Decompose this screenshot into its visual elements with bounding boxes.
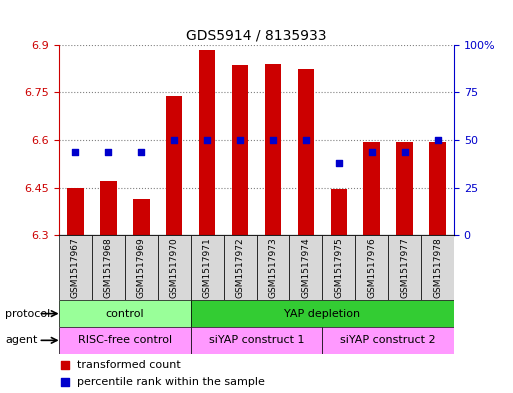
Point xyxy=(236,137,244,143)
Bar xyxy=(59,235,92,300)
Text: GSM1517977: GSM1517977 xyxy=(400,237,409,298)
Text: transformed count: transformed count xyxy=(77,360,181,370)
Text: RISC-free control: RISC-free control xyxy=(78,335,172,345)
Point xyxy=(269,137,277,143)
Bar xyxy=(364,142,380,235)
Title: GDS5914 / 8135933: GDS5914 / 8135933 xyxy=(186,28,327,42)
Point xyxy=(104,149,112,155)
Bar xyxy=(355,235,388,300)
Text: GSM1517969: GSM1517969 xyxy=(137,237,146,298)
Bar xyxy=(397,142,413,235)
Bar xyxy=(298,69,314,235)
Bar xyxy=(199,50,215,235)
Bar xyxy=(322,327,454,354)
Point xyxy=(334,160,343,166)
Text: GSM1517976: GSM1517976 xyxy=(367,237,376,298)
Point xyxy=(71,149,80,155)
Bar xyxy=(322,235,355,300)
Text: siYAP construct 1: siYAP construct 1 xyxy=(209,335,304,345)
Bar xyxy=(100,182,116,235)
Bar xyxy=(191,235,224,300)
Bar xyxy=(133,199,149,235)
Bar xyxy=(421,235,454,300)
Bar xyxy=(256,235,289,300)
Bar xyxy=(191,300,454,327)
Point xyxy=(368,149,376,155)
Point xyxy=(302,137,310,143)
Bar xyxy=(388,235,421,300)
Text: GSM1517972: GSM1517972 xyxy=(235,237,245,298)
Text: agent: agent xyxy=(5,335,37,345)
Bar xyxy=(265,64,281,235)
Point xyxy=(306,303,314,309)
Text: GSM1517968: GSM1517968 xyxy=(104,237,113,298)
Bar xyxy=(92,235,125,300)
Bar xyxy=(429,142,446,235)
Bar xyxy=(125,235,158,300)
Bar xyxy=(158,235,191,300)
Bar xyxy=(59,327,191,354)
Text: YAP depletion: YAP depletion xyxy=(284,309,361,319)
Point xyxy=(401,149,409,155)
Point xyxy=(306,151,314,157)
Text: percentile rank within the sample: percentile rank within the sample xyxy=(77,377,265,387)
Bar xyxy=(232,66,248,235)
Text: GSM1517971: GSM1517971 xyxy=(203,237,212,298)
Point xyxy=(137,149,145,155)
Bar xyxy=(289,235,322,300)
Bar xyxy=(191,327,322,354)
Text: GSM1517973: GSM1517973 xyxy=(268,237,278,298)
Bar xyxy=(224,235,256,300)
Text: GSM1517978: GSM1517978 xyxy=(433,237,442,298)
Text: GSM1517975: GSM1517975 xyxy=(334,237,343,298)
Bar xyxy=(166,95,183,235)
Text: GSM1517974: GSM1517974 xyxy=(301,237,310,298)
Text: GSM1517970: GSM1517970 xyxy=(170,237,179,298)
Text: protocol: protocol xyxy=(5,309,50,319)
Text: GSM1517967: GSM1517967 xyxy=(71,237,80,298)
Point xyxy=(203,137,211,143)
Bar xyxy=(59,300,191,327)
Text: siYAP construct 2: siYAP construct 2 xyxy=(340,335,436,345)
Point xyxy=(433,137,442,143)
Text: control: control xyxy=(106,309,144,319)
Point xyxy=(170,137,179,143)
Bar xyxy=(67,188,84,235)
Bar xyxy=(330,189,347,235)
